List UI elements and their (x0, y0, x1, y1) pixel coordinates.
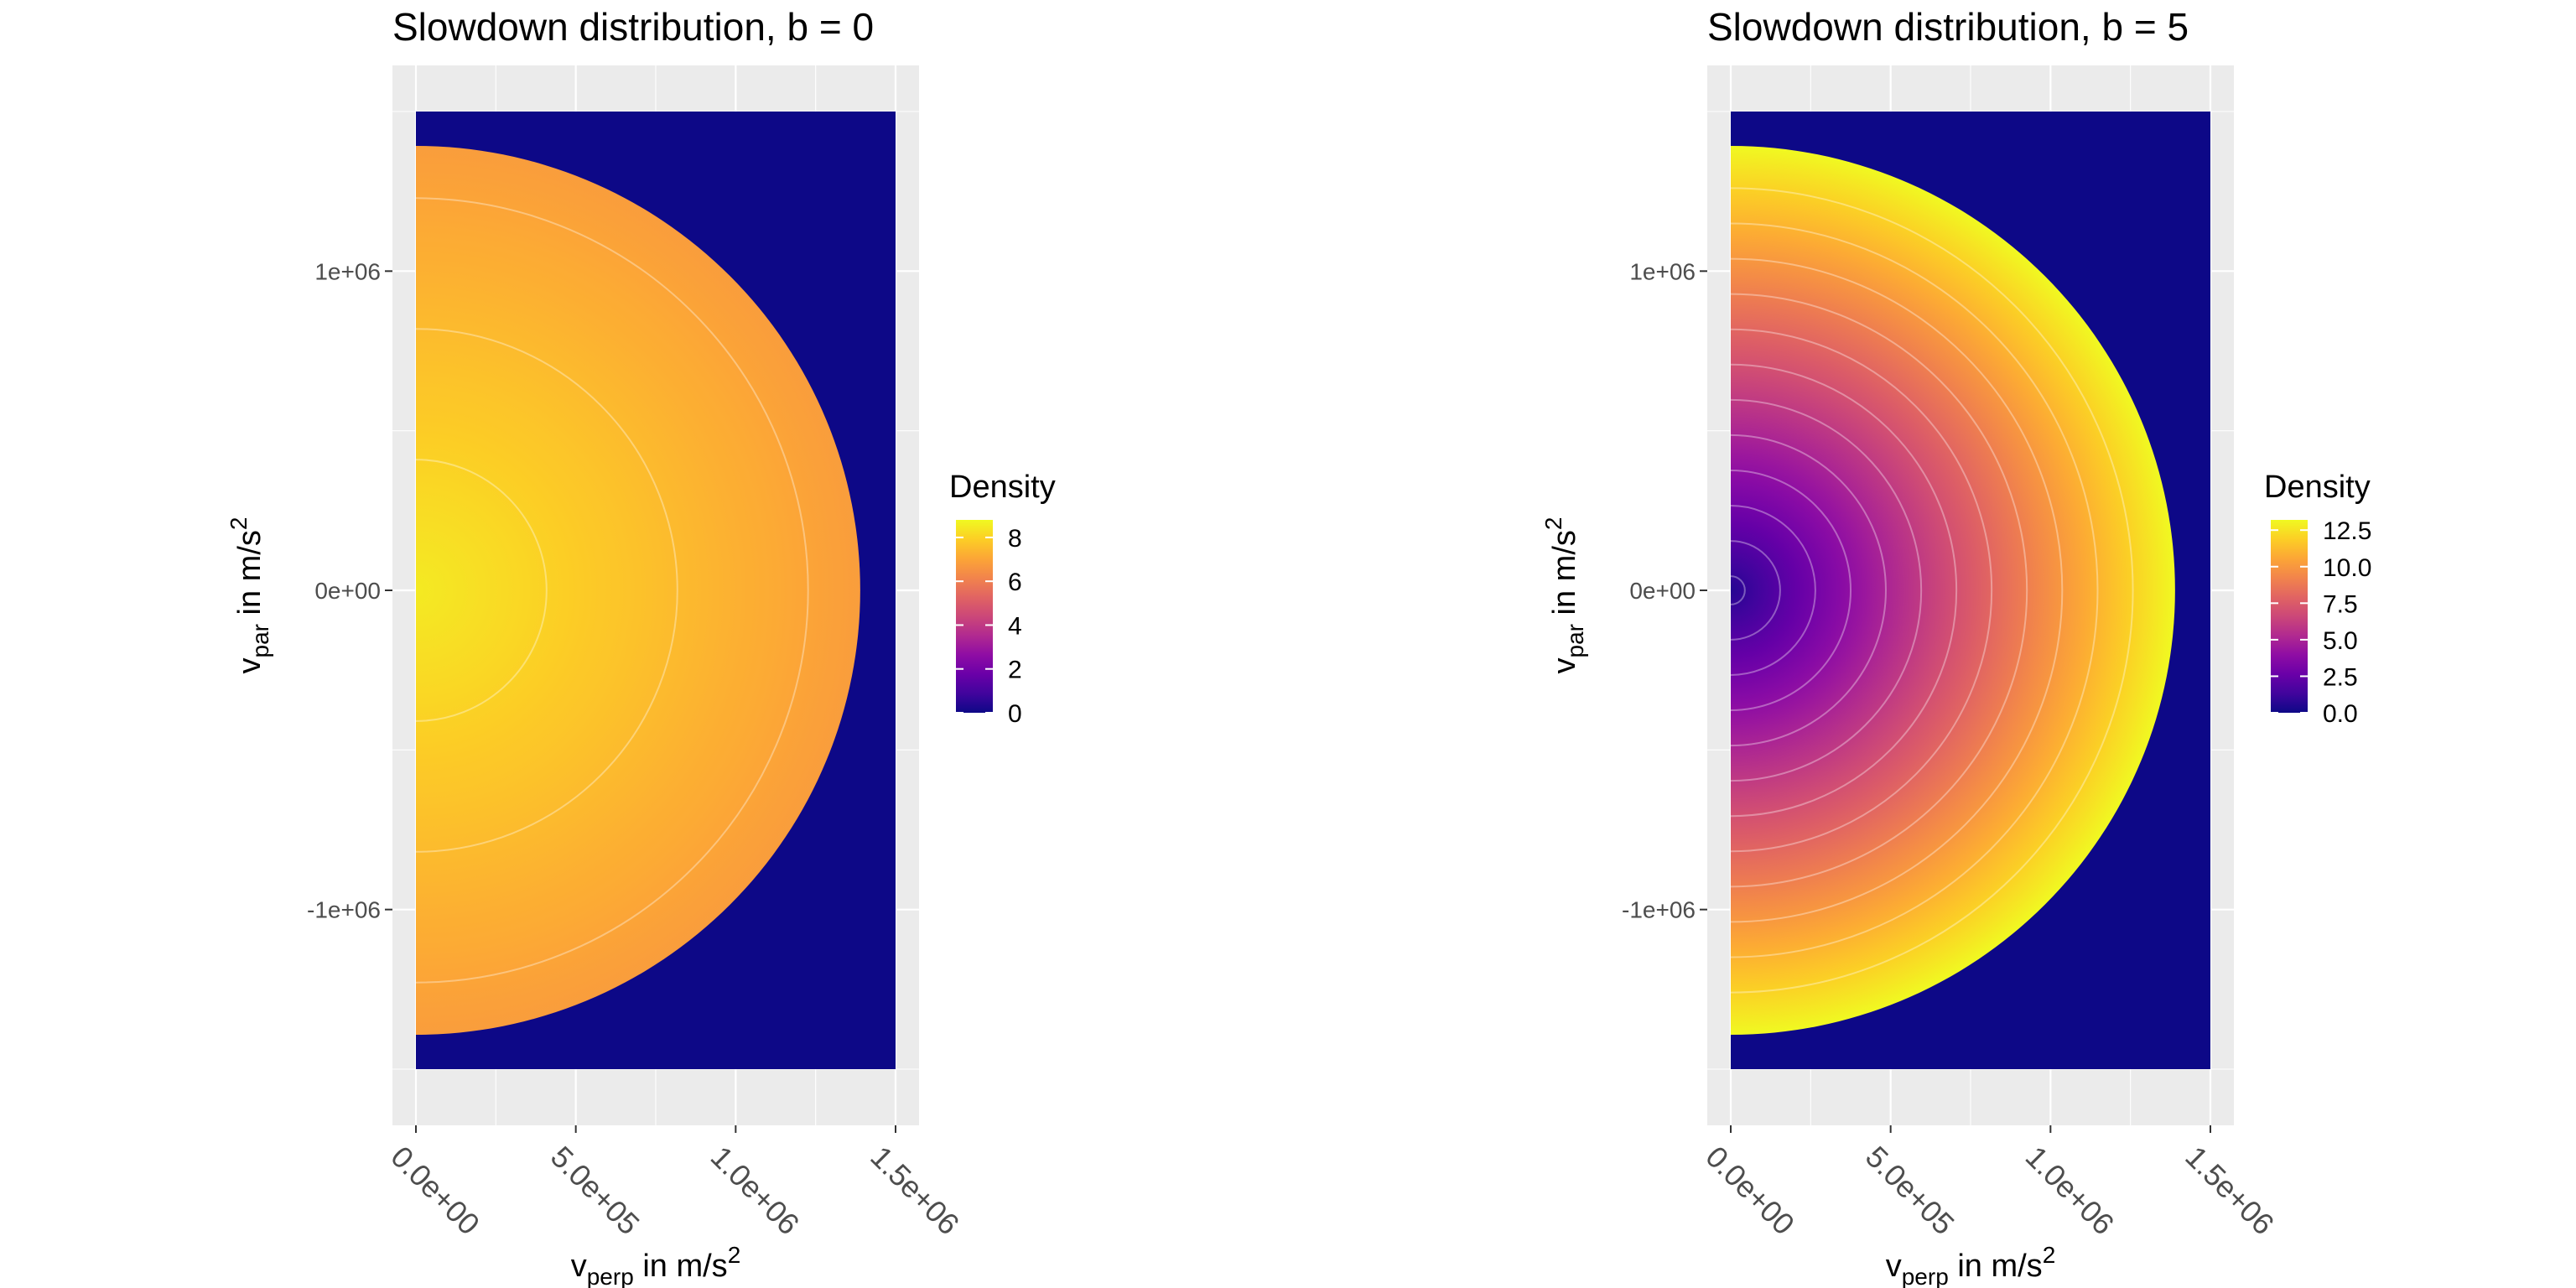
density-half-disc (416, 145, 860, 1036)
contour-line (415, 328, 678, 853)
legend-label: 5.0 (2323, 627, 2358, 655)
contour-line (1730, 575, 1746, 605)
x-tick-label: 5.0e+05 (544, 1140, 647, 1242)
x-tick-label: 1.0e+06 (704, 1140, 807, 1242)
legend-label: 12.5 (2323, 517, 2371, 545)
contour-line (1730, 257, 2064, 923)
contour-line (415, 459, 548, 722)
legend: Density 8 6 4 2 0 (949, 470, 1056, 728)
y-tick-label: 1e+06 (1629, 258, 1696, 284)
x-tick-label: 1.0e+06 (2019, 1140, 2122, 1242)
x-axis-label: vperp in m/s2 (571, 1242, 741, 1288)
legend-title: Density (2264, 470, 2371, 505)
contour-line (1730, 398, 1923, 782)
contour-line (1730, 469, 1852, 712)
x-tick-label: 1.5e+06 (2179, 1140, 2281, 1242)
legend-label: 4 (1008, 612, 1022, 640)
x-axis-label: vperp in m/s2 (1886, 1242, 2056, 1288)
contour-lines (1731, 188, 2133, 992)
chart-panel-1: Slowdown distribution, b = 0 1e+06 0e+00 -1… (226, 5, 1056, 1288)
contour-lines (416, 198, 808, 982)
legend-colorbar (2271, 520, 2308, 713)
legend-label: 2 (1008, 657, 1022, 684)
contour-line (1730, 328, 1992, 853)
legend-label: 0 (1008, 700, 1022, 728)
y-tick-label: -1e+06 (307, 897, 381, 923)
legend-label: 0.0 (2323, 700, 2358, 728)
contour-line (1730, 434, 1888, 747)
y-tick-label: 0e+00 (314, 578, 381, 604)
y-tick-label: 0e+00 (1629, 578, 1696, 604)
chart-panel-2: Slowdown distribution, b = 5 1e+06 0e+00 -1… (1540, 5, 2371, 1288)
contour-line (1730, 505, 1816, 676)
legend-label: 7.5 (2323, 590, 2358, 618)
contour-line (1730, 293, 2028, 888)
legend-label: 8 (1008, 525, 1022, 553)
legend-label: 6 (1008, 569, 1022, 596)
legend-label: 10.0 (2323, 554, 2371, 582)
y-axis-label: vpar in m/s2 (1540, 517, 1588, 674)
legend-label: 2.5 (2323, 663, 2358, 691)
y-axis-label: vpar in m/s2 (226, 517, 273, 674)
legend-colorbar (956, 520, 993, 713)
chart-title: Slowdown distribution, b = 5 (1707, 5, 2189, 49)
legend-title: Density (949, 470, 1056, 505)
y-tick-label: 1e+06 (314, 258, 381, 284)
x-tick-label: 0.0e+00 (1699, 1140, 1801, 1242)
contour-line (1730, 363, 1958, 818)
contour-line (1730, 540, 1781, 641)
chart-title: Slowdown distribution, b = 0 (392, 5, 874, 49)
legend: Density 12.5 10.0 7.5 5.0 2.5 0.0 (2264, 470, 2371, 728)
x-tick-label: 0.0e+00 (384, 1140, 486, 1242)
x-tick-label: 1.5e+06 (864, 1140, 966, 1242)
y-tick-label: -1e+06 (1622, 897, 1696, 923)
x-tick-label: 5.0e+05 (1859, 1140, 1961, 1242)
density-half-disc (1731, 145, 2175, 1036)
